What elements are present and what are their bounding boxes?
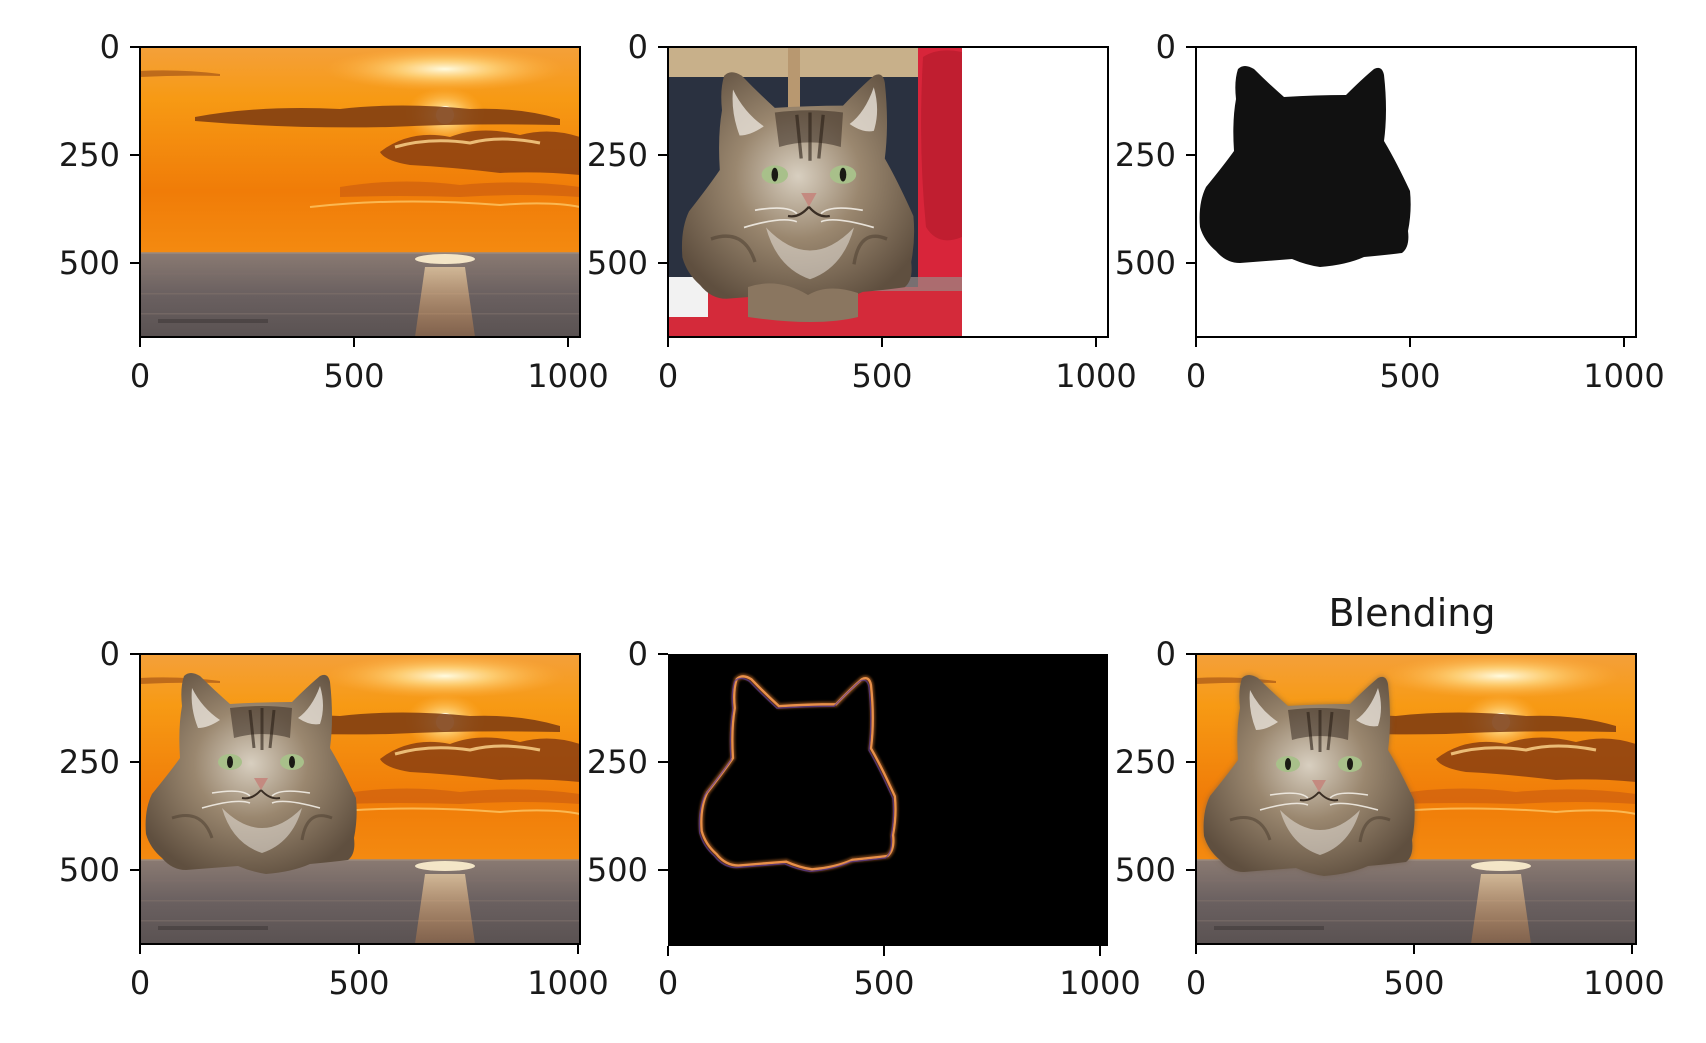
x-tick-label: 1000 bbox=[1059, 964, 1140, 1002]
y-ticks: 0 250 500 bbox=[59, 635, 140, 889]
x-tick-label: 0 bbox=[1186, 964, 1206, 1002]
y-tick-label: 0 bbox=[100, 28, 120, 66]
y-ticks: 0 250 500 bbox=[1115, 28, 1196, 282]
panel-background-sunset: 0 250 500 0 500 1000 bbox=[59, 28, 609, 395]
y-tick-label: 500 bbox=[587, 851, 648, 889]
panel-mask-edge-difference: 0 250 500 0 500 1000 bbox=[587, 635, 1141, 1002]
panel-cat-photo: 0 250 500 0 500 1000 bbox=[587, 28, 1137, 395]
x-tick-label: 0 bbox=[130, 964, 150, 1002]
y-tick-label: 500 bbox=[1115, 851, 1176, 889]
y-tick-label: 500 bbox=[1115, 244, 1176, 282]
y-tick-label: 250 bbox=[587, 136, 648, 174]
x-ticks: 0 500 1000 bbox=[658, 946, 1141, 1002]
x-tick-label: 500 bbox=[853, 964, 914, 1002]
y-ticks: 0 250 500 bbox=[1115, 635, 1196, 889]
x-tick-label: 500 bbox=[328, 964, 389, 1002]
axes-frame bbox=[1195, 653, 1637, 945]
axes-frame bbox=[139, 46, 581, 338]
panel-blended-composite: Blending 0 250 500 0 500 1000 bbox=[1115, 591, 1665, 1002]
y-tick-label: 0 bbox=[628, 28, 648, 66]
panel-title: Blending bbox=[1329, 591, 1496, 635]
panel-cut-paste-composite: 0 250 500 0 500 1000 bbox=[59, 635, 609, 1002]
x-tick-label: 0 bbox=[1186, 357, 1206, 395]
x-tick-label: 500 bbox=[851, 357, 912, 395]
y-tick-label: 500 bbox=[59, 851, 120, 889]
x-ticks: 0 500 1000 bbox=[658, 337, 1137, 395]
x-tick-label: 500 bbox=[323, 357, 384, 395]
y-tick-label: 250 bbox=[59, 743, 120, 781]
y-tick-label: 0 bbox=[1156, 635, 1176, 673]
y-ticks: 0 250 500 bbox=[587, 635, 668, 889]
panel-cat-mask: 0 250 500 0 500 1000 bbox=[1115, 28, 1665, 395]
x-tick-label: 1000 bbox=[1055, 357, 1136, 395]
y-ticks: 0 250 500 bbox=[587, 28, 668, 282]
y-ticks: 0 250 500 bbox=[59, 28, 140, 282]
x-tick-label: 500 bbox=[1379, 357, 1440, 395]
y-tick-label: 0 bbox=[1156, 28, 1176, 66]
axes-frame bbox=[667, 46, 1109, 338]
x-tick-label: 500 bbox=[1383, 964, 1444, 1002]
x-ticks: 0 500 1000 bbox=[130, 337, 609, 395]
x-tick-label: 0 bbox=[658, 357, 678, 395]
axes-frame bbox=[1195, 46, 1637, 338]
x-tick-label: 0 bbox=[658, 964, 678, 1002]
x-tick-label: 1000 bbox=[1583, 964, 1664, 1002]
x-ticks: 0 500 1000 bbox=[1186, 944, 1665, 1002]
y-tick-label: 250 bbox=[1115, 743, 1176, 781]
x-ticks: 0 500 1000 bbox=[130, 944, 609, 1002]
x-tick-label: 1000 bbox=[527, 357, 608, 395]
y-tick-label: 250 bbox=[587, 743, 648, 781]
x-ticks: 0 500 1000 bbox=[1186, 337, 1665, 395]
y-tick-label: 0 bbox=[100, 635, 120, 673]
y-tick-label: 250 bbox=[1115, 136, 1176, 174]
y-tick-label: 500 bbox=[59, 244, 120, 282]
x-tick-label: 0 bbox=[130, 357, 150, 395]
x-tick-label: 1000 bbox=[527, 964, 608, 1002]
x-tick-label: 1000 bbox=[1583, 357, 1664, 395]
y-tick-label: 0 bbox=[628, 635, 648, 673]
y-tick-label: 500 bbox=[587, 244, 648, 282]
y-tick-label: 250 bbox=[59, 136, 120, 174]
